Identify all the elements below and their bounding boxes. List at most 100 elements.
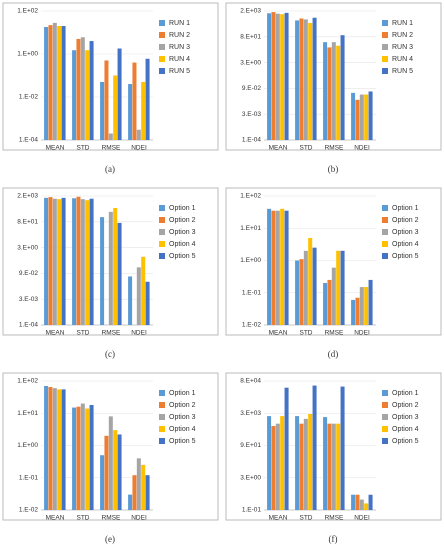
x-tick-label: NDEI [354,145,370,152]
bar [57,26,62,140]
legend-label: Option 4 [392,241,419,248]
legend-label: Option 3 [392,414,419,421]
legend-label: Option 2 [392,217,419,224]
bar [89,41,94,140]
panel-frame [225,2,442,151]
x-tick-label: RMSE [325,145,344,152]
x-tick-label: MEAN [46,330,65,337]
legend-label: Option 1 [392,390,419,397]
bar [44,27,49,140]
y-tick-label: 3.E-03 [19,296,39,303]
caption: (d) [328,349,339,359]
bar [359,499,364,510]
y-tick-label: 1.E+01 [17,410,38,417]
y-tick-label: 1.E+02 [17,378,38,385]
bar [76,196,81,325]
bar [331,267,336,325]
legend-swatch [159,20,165,26]
bar [117,222,122,325]
y-tick-label: 1.E+01 [240,225,261,232]
bar [295,20,300,141]
bar [323,283,328,325]
legend-label: RUN 1 [169,20,190,27]
bar [89,405,94,510]
bar [280,14,285,140]
bar [359,94,364,140]
x-tick-label: MEAN [46,145,65,152]
bar [271,426,276,510]
bar [355,99,360,140]
legend-swatch [382,56,388,62]
bar [104,435,109,510]
y-tick-label: 2.E+03 [240,8,261,15]
bar [136,458,141,510]
x-tick-label: RMSE [102,330,121,337]
legend-swatch [159,44,165,50]
bar [312,17,317,141]
legend-label: RUN 4 [169,56,190,63]
y-tick-label: 1.E+02 [17,8,38,15]
panel-frame [225,372,442,521]
bar [355,297,360,325]
bar [136,267,141,325]
bar [48,197,53,325]
bar [100,217,105,325]
bar [280,416,285,510]
x-tick-label: NDEI [131,330,147,337]
bar [76,38,81,140]
bar [303,418,308,510]
legend-swatch [159,217,165,223]
x-tick-label: NDEI [131,145,147,152]
legend-label: RUN 2 [169,32,190,39]
bar [132,475,137,510]
x-tick-label: MEAN [269,145,288,152]
caption: (e) [105,534,115,544]
bar [108,211,113,325]
legend-swatch [159,229,165,235]
bar [303,19,308,140]
bar [295,416,300,510]
y-tick-label: 1.E-04 [19,137,39,144]
x-tick-label: STD [300,145,313,152]
bar [299,259,304,325]
bar [113,75,118,140]
bar [275,423,280,510]
y-tick-label: 2.E+03 [17,193,38,200]
y-tick-label: 1.E+02 [240,193,261,200]
bar [351,494,356,510]
bar [351,92,356,140]
bar [331,42,336,140]
bar [128,494,133,510]
x-tick-label: MEAN [269,515,288,522]
x-tick-label: NDEI [354,515,370,522]
caption: (f) [329,534,338,544]
bar [308,22,313,140]
bar [299,423,304,510]
bar [299,18,304,140]
bar [271,210,276,325]
bar [368,494,373,510]
panel-frame [2,187,219,336]
caption: (c) [105,349,115,359]
x-tick-label: NDEI [354,330,370,337]
y-tick-label: 9.E-02 [19,270,39,277]
x-tick-label: MEAN [269,330,288,337]
bar [52,22,57,141]
bar [100,455,105,510]
legend-swatch [382,20,388,26]
bar [85,200,90,325]
bar [136,129,141,140]
panel-frame [2,2,219,151]
bar [72,407,77,510]
legend-swatch [382,229,388,235]
y-tick-label: 3.E+00 [17,244,38,251]
legend-label: Option 4 [169,426,196,433]
x-tick-label: RMSE [325,330,344,337]
legend-swatch [382,217,388,223]
y-tick-label: 3.E+00 [240,474,261,481]
legend-label: Option 1 [169,205,196,212]
bar [145,281,150,325]
legend-label: RUN 3 [169,44,190,51]
legend-label: Option 2 [392,402,419,409]
